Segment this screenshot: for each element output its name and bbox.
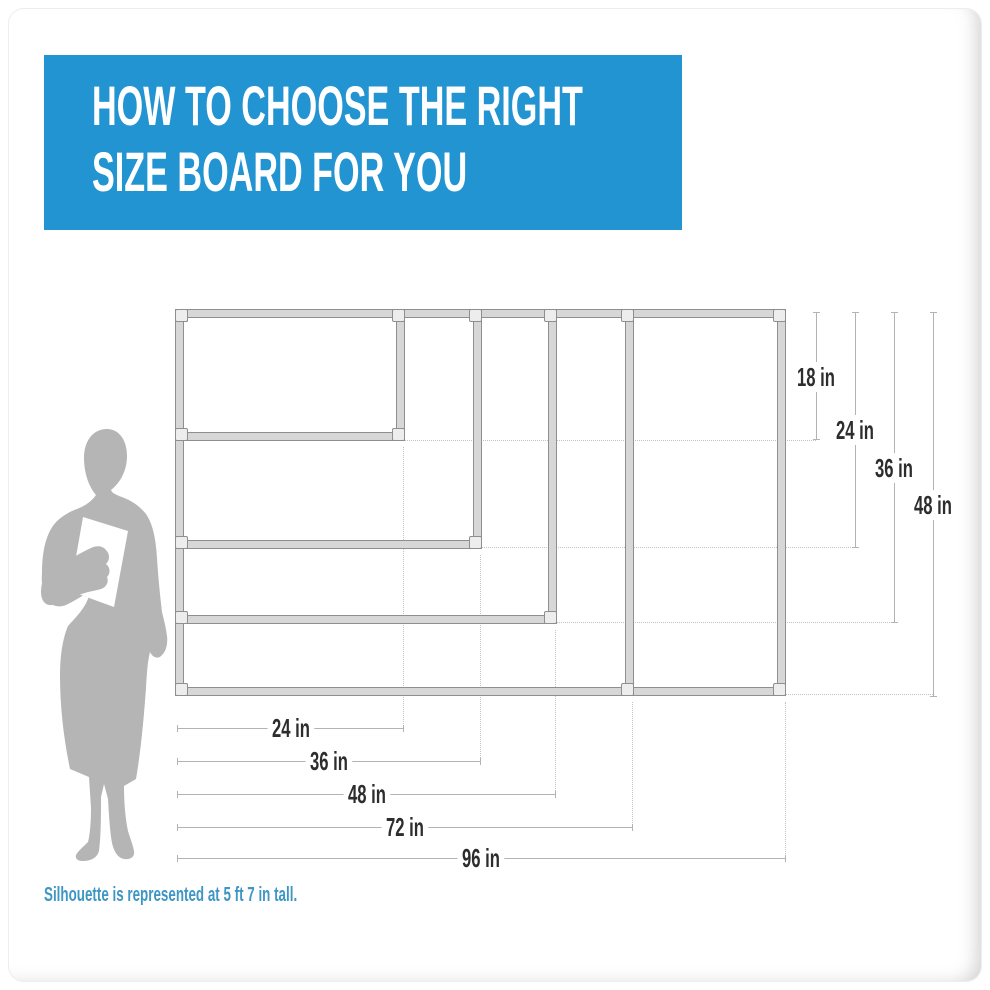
dim-tick <box>852 547 859 548</box>
dim-tick <box>813 439 820 440</box>
frame-corner <box>175 428 188 441</box>
title-banner: HOW TO CHOOSE THE RIGHT SIZE BOARD FOR Y… <box>44 55 682 230</box>
dim-tick <box>852 312 859 313</box>
dotted-projection-line <box>632 702 633 827</box>
height-dim-label-36: 36 in <box>870 453 918 483</box>
height-dim-label-18: 18 in <box>792 362 840 392</box>
person-silhouette <box>41 429 168 861</box>
frame-corner <box>469 309 482 322</box>
frame-corner <box>773 683 786 696</box>
dim-tick <box>177 791 178 798</box>
dim-tick <box>930 696 937 697</box>
dotted-projection-line <box>403 447 404 728</box>
dim-tick <box>177 824 178 831</box>
frame-corner <box>175 309 188 322</box>
dotted-projection-line <box>785 694 933 695</box>
frame-corner <box>544 611 557 624</box>
dim-tick <box>785 855 786 862</box>
width-dim-label-24: 24 in <box>267 713 315 743</box>
dim-tick <box>403 725 404 732</box>
dotted-projection-line <box>404 440 816 441</box>
frame-corner <box>392 309 405 322</box>
frame-corner <box>544 309 557 322</box>
dim-tick <box>177 758 178 765</box>
frame-corner <box>175 611 188 624</box>
frame-corner <box>469 536 482 549</box>
footnote: Silhouette is represented at 5 ft 7 in t… <box>44 884 298 906</box>
dim-tick <box>177 855 178 862</box>
dim-tick <box>555 791 556 798</box>
frame-corner <box>621 309 634 322</box>
frame-corner <box>392 428 405 441</box>
width-dim-label-72: 72 in <box>381 812 429 842</box>
dim-tick <box>930 312 937 313</box>
page-title: HOW TO CHOOSE THE RIGHT SIZE BOARD FOR Y… <box>92 73 583 205</box>
dotted-projection-line <box>481 547 855 548</box>
dim-tick <box>891 622 898 623</box>
width-dim-label-96: 96 in <box>457 843 505 873</box>
width-dim-label-36: 36 in <box>305 746 353 776</box>
dotted-projection-line <box>556 622 894 623</box>
frame-corner <box>175 536 188 549</box>
frame-corner <box>621 683 634 696</box>
dim-tick <box>177 725 178 732</box>
title-line-2: SIZE BOARD FOR YOU <box>92 140 468 203</box>
title-line-1: HOW TO CHOOSE THE RIGHT <box>92 74 583 137</box>
frame-corner <box>773 309 786 322</box>
dim-tick <box>891 312 898 313</box>
silhouette-body <box>41 429 168 861</box>
width-dim-label-48: 48 in <box>343 779 391 809</box>
frame-corner <box>175 683 188 696</box>
height-dim-label-48: 48 in <box>909 490 957 520</box>
dotted-projection-line <box>785 702 786 858</box>
dim-tick <box>480 758 481 765</box>
card-background <box>8 8 982 982</box>
dim-tick <box>813 312 820 313</box>
dotted-projection-line <box>480 555 481 762</box>
silhouette-forearm <box>41 546 110 606</box>
board-frame-24x18 <box>175 309 405 441</box>
dim-tick <box>632 824 633 831</box>
dotted-projection-line <box>555 630 556 795</box>
height-dim-label-24: 24 in <box>831 415 879 445</box>
